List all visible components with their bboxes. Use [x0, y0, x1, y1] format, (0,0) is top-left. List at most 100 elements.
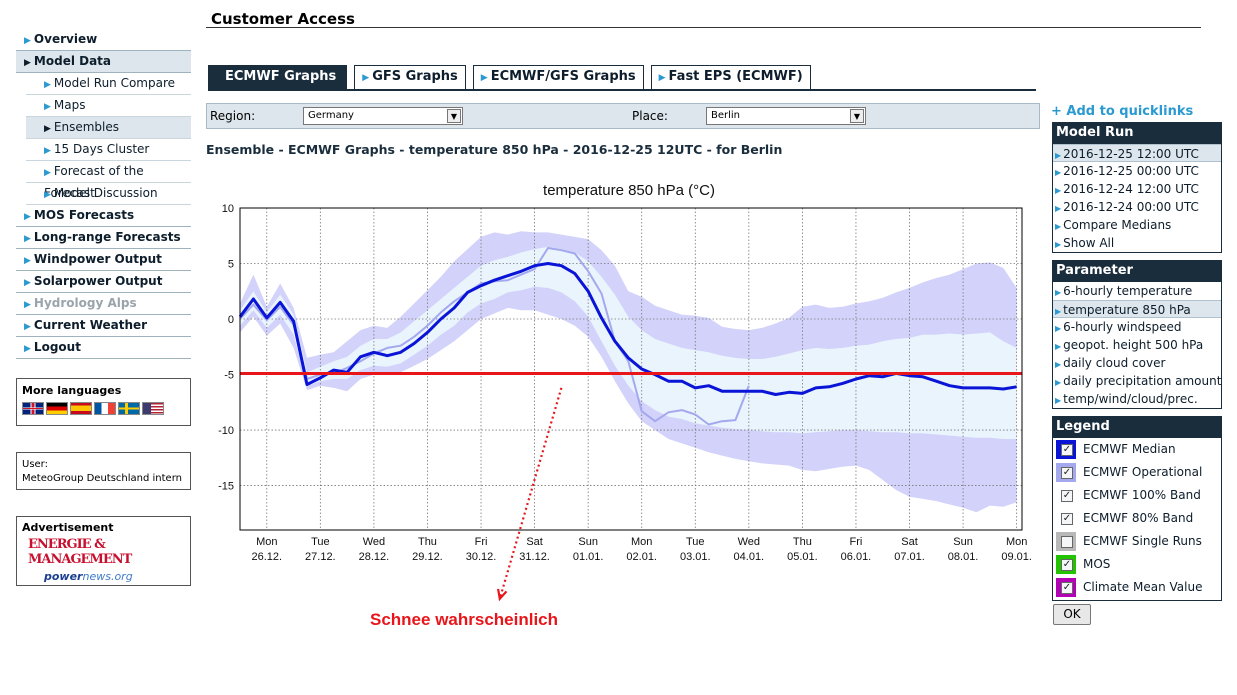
- triangle-right-icon: ▶: [1055, 324, 1062, 333]
- powernews-logo[interactable]: powernews.org: [44, 570, 185, 583]
- spain-flag-icon[interactable]: [70, 402, 92, 415]
- usa-flag-icon[interactable]: [142, 402, 164, 415]
- triangle-right-icon: ▶: [480, 73, 488, 83]
- germany-flag-icon[interactable]: [46, 402, 68, 415]
- x-tick-date: 29.12.: [412, 551, 443, 563]
- x-tick-weekday: Wed: [363, 536, 385, 548]
- chart-title: temperature 850 hPa (°C): [543, 182, 715, 199]
- legend-title: Legend: [1053, 417, 1221, 438]
- parameter-item-temp-wind-cloud-prec[interactable]: ▶ temp/wind/cloud/prec.: [1053, 390, 1221, 408]
- x-tick-date: 02.01.: [626, 551, 657, 563]
- tab-ecmwf-gfs-graphs[interactable]: ▶ ECMWF/GFS Graphs: [472, 65, 644, 89]
- temperature-chart: temperature 850 hPa (°C) 10 5 0 -5 -10 -15 Mo…: [218, 182, 1085, 629]
- uk-flag-icon[interactable]: [22, 402, 44, 415]
- legend-checkbox[interactable]: ✓: [1061, 513, 1073, 525]
- tab-ecmwf-graphs[interactable]: ECMWF Graphs: [208, 65, 348, 89]
- sidebar-item-maps[interactable]: ▶ Maps: [26, 95, 191, 117]
- powernews-logo-main: power: [44, 570, 83, 583]
- parameter-item-daily-cloud-cover[interactable]: ▶ daily cloud cover: [1053, 354, 1221, 372]
- tab-gfs-graphs[interactable]: ▶ GFS Graphs: [354, 65, 466, 89]
- sweden-flag-icon[interactable]: [118, 402, 140, 415]
- sidebar-item-solarpower-output[interactable]: ▶ Solarpower Output: [16, 271, 191, 293]
- triangle-right-icon: ▶: [1055, 378, 1062, 387]
- sidebar-item-logout[interactable]: ▶ Logout: [16, 337, 191, 359]
- sidebar-item-long-range-forecasts[interactable]: ▶ Long-range Forecasts: [16, 227, 191, 249]
- triangle-right-icon: ▶: [1055, 360, 1062, 369]
- triangle-right-icon: ▶: [44, 146, 51, 156]
- x-tick-labels: Mon 26.12. Tue 27.12. Wed 28.12. Thu 29.12. Fri 3…: [251, 536, 1085, 563]
- legend-item-climate-mean-value: ✓ Climate Mean Value: [1053, 576, 1221, 599]
- triangle-right-icon: ▶: [44, 124, 51, 134]
- list-item-label: temperature 850 hPa: [1063, 303, 1191, 317]
- energie-management-logo[interactable]: ENERGIE & MANAGEMENT: [28, 537, 132, 567]
- region-select[interactable]: Germany ▼: [303, 107, 463, 125]
- parameter-list: ▶ 6-hourly temperature ▶ temperature 850 hP…: [1053, 282, 1221, 408]
- advertisement-box: Advertisement ENERGIE & MANAGEMENT power…: [16, 516, 191, 586]
- parameter-item-6-hourly-windspeed[interactable]: ▶ 6-hourly windspeed: [1053, 318, 1221, 336]
- legend-label: ECMWF 80% Band: [1083, 511, 1194, 525]
- add-to-quicklinks-link[interactable]: + Add to quicklinks: [1051, 104, 1194, 119]
- flag-list: [22, 397, 185, 415]
- sidebar-item-ensembles[interactable]: ▶ Ensembles: [26, 117, 191, 139]
- sidebar-item-model-data[interactable]: ▶ Model Data: [16, 51, 191, 73]
- model-run-item-2016-12-24-00-00-utc[interactable]: ▶ 2016-12-24 00:00 UTC: [1053, 198, 1221, 216]
- parameter-item-daily-precipitation-amount[interactable]: ▶ daily precipitation amount: [1053, 372, 1221, 390]
- sidebar-item-overview[interactable]: ▶ Overview: [16, 29, 191, 51]
- model-run-item-compare-medians[interactable]: ▶ Compare Medians: [1053, 216, 1221, 234]
- x-tick-weekday: Wed: [738, 536, 760, 548]
- x-tick-weekday: Sun: [953, 536, 973, 548]
- legend-checkbox[interactable]: ✓: [1061, 467, 1073, 479]
- x-tick-weekday: Sat: [526, 536, 543, 548]
- france-flag-icon[interactable]: [94, 402, 116, 415]
- triangle-right-icon: ▶: [24, 212, 31, 222]
- list-item-label: temp/wind/cloud/prec.: [1063, 392, 1198, 406]
- triangle-right-icon: ▶: [24, 300, 31, 310]
- list-item-label: 2016-12-25 12:00 UTC: [1063, 147, 1199, 161]
- sidebar-item-label: Long-range Forecasts: [33, 230, 181, 244]
- x-tick-date: 03.01.: [680, 551, 711, 563]
- list-item-label: daily cloud cover: [1063, 356, 1166, 370]
- sidebar-item-windpower-output[interactable]: ▶ Windpower Output: [16, 249, 191, 271]
- x-tick-weekday: Mon: [1006, 536, 1027, 548]
- legend-checkbox[interactable]: ✓: [1061, 444, 1073, 456]
- sidebar-item-current-weather[interactable]: ▶ Current Weather: [16, 315, 191, 337]
- chevron-down-icon: ▼: [447, 109, 461, 123]
- triangle-right-icon: ▶: [1055, 168, 1062, 177]
- list-item-label: 2016-12-25 00:00 UTC: [1063, 164, 1199, 178]
- legend-item-ecmwf-single-runs: ECMWF Single Runs: [1053, 530, 1221, 553]
- x-tick-date: 31.12.: [519, 551, 550, 563]
- legend-label: Climate Mean Value: [1083, 580, 1203, 594]
- triangle-right-icon: ▶: [1055, 288, 1062, 297]
- sidebar-item-model-run-compare[interactable]: ▶ Model Run Compare: [26, 73, 191, 95]
- legend-checkbox[interactable]: ✓: [1061, 582, 1073, 594]
- model-run-title: Model Run: [1053, 123, 1221, 144]
- model-run-item-2016-12-25-00-00-utc[interactable]: ▶ 2016-12-25 00:00 UTC: [1053, 162, 1221, 180]
- parameter-item-temperature-850-hpa[interactable]: ▶ temperature 850 hPa: [1053, 300, 1221, 318]
- sidebar-item-forecast-of-the-forecast[interactable]: ▶ Forecast of the Forecast: [26, 161, 191, 200]
- model-run-item-show-all[interactable]: ▶ Show All: [1053, 234, 1221, 252]
- model-run-item-2016-12-25-12-00-utc[interactable]: ▶ 2016-12-25 12:00 UTC: [1053, 144, 1221, 162]
- model-run-list: ▶ 2016-12-25 12:00 UTC ▶ 2016-12-25 00:00 U…: [1053, 144, 1221, 252]
- triangle-right-icon: ▶: [1055, 240, 1062, 249]
- parameter-item-6-hourly-temperature[interactable]: ▶ 6-hourly temperature: [1053, 282, 1221, 300]
- legend-checkbox[interactable]: ✓: [1061, 559, 1073, 571]
- ok-button[interactable]: OK: [1053, 604, 1091, 625]
- model-run-item-2016-12-24-12-00-utc[interactable]: ▶ 2016-12-24 12:00 UTC: [1053, 180, 1221, 198]
- sidebar-item-label: Ensembles: [53, 120, 120, 134]
- tab-label: ECMWF Graphs: [225, 69, 337, 84]
- list-item-label: geopot. height 500 hPa: [1063, 338, 1204, 352]
- sidebar-item-mos-forecasts[interactable]: ▶ MOS Forecasts: [16, 205, 191, 227]
- legend-checkbox[interactable]: [1061, 536, 1073, 548]
- sidebar-item-label: Model Data: [33, 54, 112, 68]
- sidebar-item-model-discussion[interactable]: ▶ Model Discussion: [26, 183, 191, 205]
- place-select[interactable]: Berlin ▼: [706, 107, 866, 125]
- parameter-item-geopot-height-500-hpa[interactable]: ▶ geopot. height 500 hPa: [1053, 336, 1221, 354]
- triangle-right-icon: ▶: [24, 58, 31, 68]
- chart-bands: [240, 231, 1017, 513]
- tab-fast-eps-ecmwf[interactable]: ▶ Fast EPS (ECMWF): [650, 65, 811, 89]
- parameter-panel: Parameter ▶ 6-hourly temperature ▶ temperat…: [1052, 260, 1222, 409]
- region-select-value: Germany: [308, 110, 354, 121]
- legend-checkbox[interactable]: ✓: [1061, 490, 1073, 502]
- sidebar-item-15-days-cluster[interactable]: ▶ 15 Days Cluster: [26, 139, 191, 161]
- x-tick-weekday: Thu: [418, 536, 437, 548]
